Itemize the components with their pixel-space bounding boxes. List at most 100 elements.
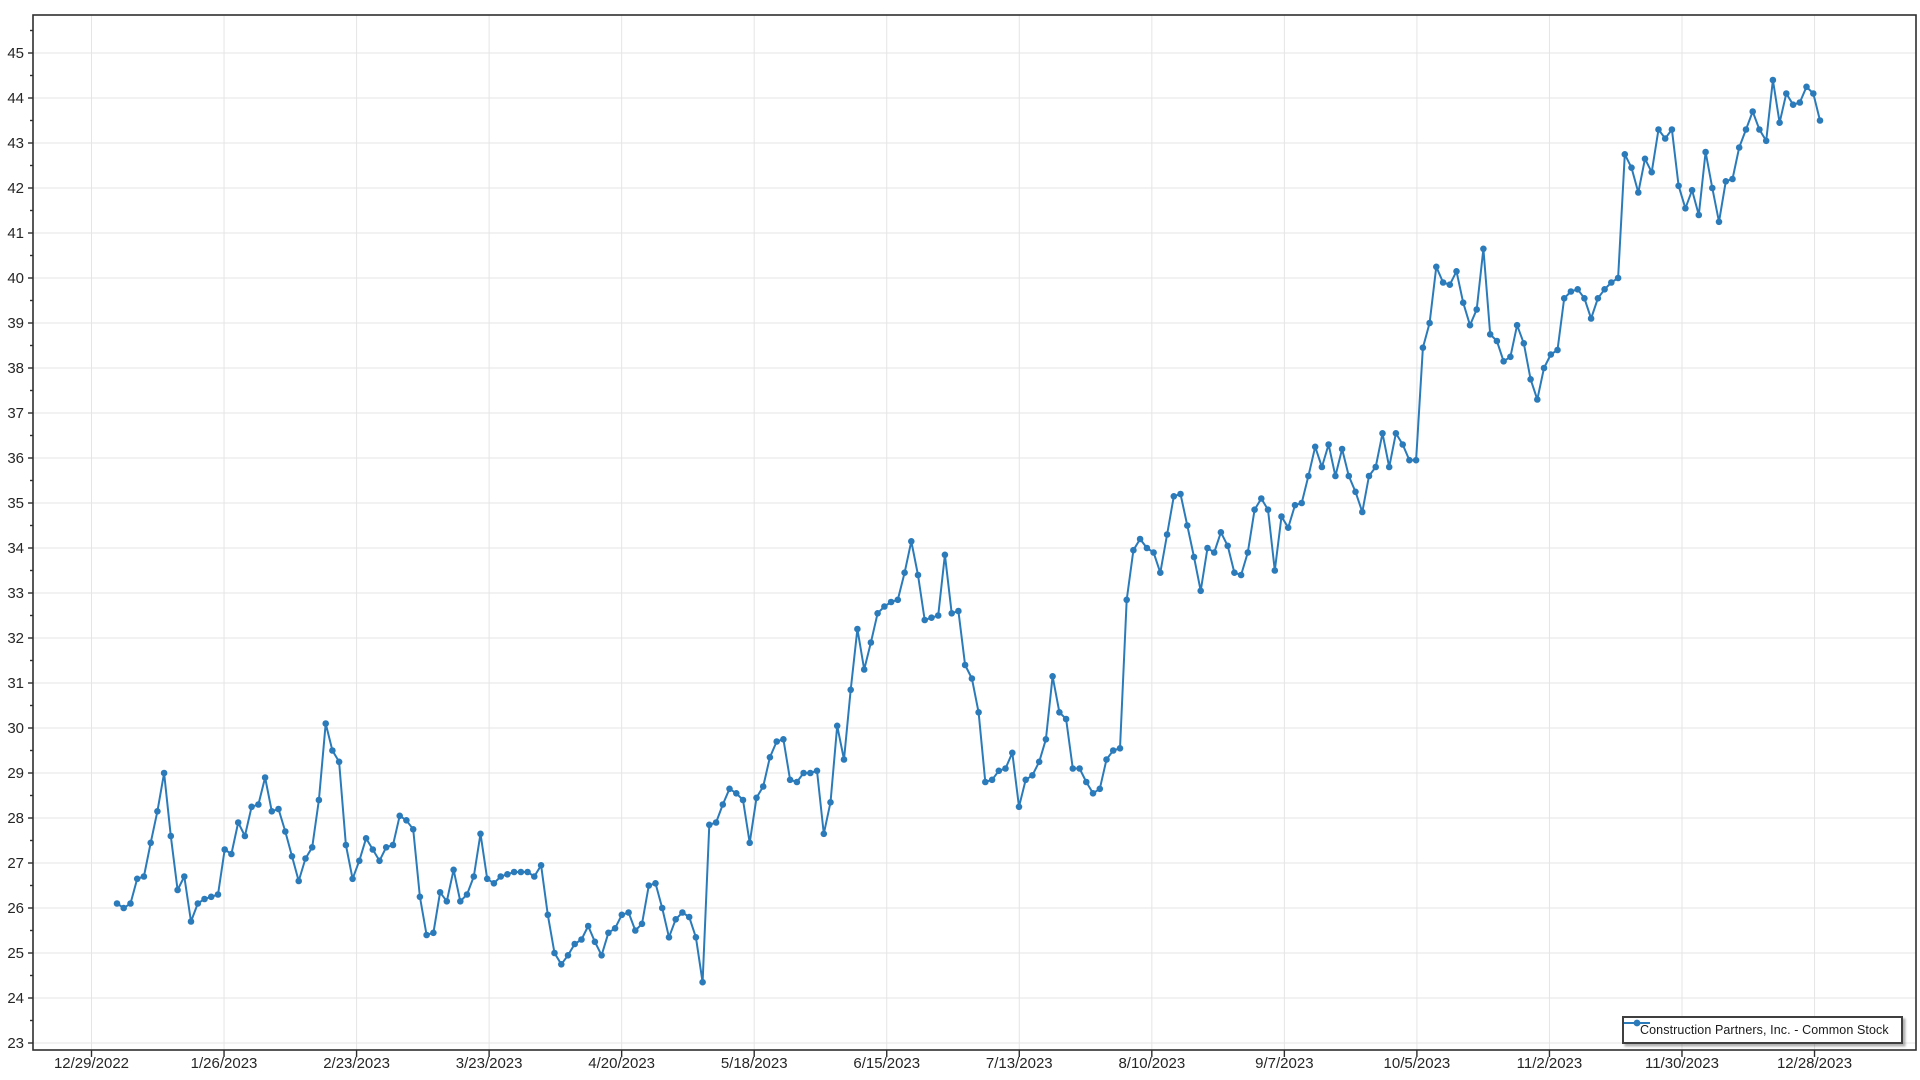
data-point (840, 756, 848, 763)
data-point (692, 934, 700, 941)
data-point (1668, 126, 1676, 133)
data-point (894, 596, 902, 604)
data-point (961, 661, 969, 669)
data-point (187, 918, 195, 925)
data-point (1783, 90, 1790, 97)
data-point (1264, 506, 1272, 513)
data-point (551, 949, 558, 957)
y-axis-ticks (28, 29, 33, 1044)
y-tick-label: 39 (7, 315, 24, 332)
data-point (113, 900, 121, 907)
x-tick-label: 5/18/2023 (721, 1055, 788, 1072)
data-point (605, 929, 612, 937)
data-point (813, 767, 821, 775)
data-point (1789, 101, 1797, 108)
data-point (382, 844, 390, 851)
data-point (302, 855, 309, 862)
data-point (1305, 472, 1312, 480)
data-point (611, 925, 619, 932)
data-point (685, 913, 693, 921)
data-point (1655, 126, 1662, 133)
data-point (349, 875, 356, 883)
data-point (268, 808, 276, 815)
data-point (1332, 472, 1339, 480)
data-point (1184, 522, 1191, 529)
data-point (1688, 186, 1696, 194)
data-point (1762, 137, 1770, 145)
data-point (854, 625, 861, 633)
data-point (1157, 569, 1164, 576)
data-point (517, 868, 525, 876)
data-point (1318, 463, 1326, 471)
y-tick-label: 41 (7, 225, 24, 242)
x-tick-label: 1/26/2023 (191, 1055, 258, 1072)
data-point (248, 803, 255, 811)
data-point (396, 812, 404, 820)
data-point (315, 796, 323, 804)
data-point (921, 616, 928, 624)
data-point (746, 839, 753, 847)
data-point (389, 841, 397, 849)
data-point (827, 799, 834, 806)
data-point (160, 769, 168, 777)
data-point (1702, 148, 1709, 156)
data-point (147, 839, 154, 847)
gridlines (33, 15, 1916, 1050)
data-point (1473, 306, 1480, 313)
data-point (1291, 501, 1299, 509)
data-point (1776, 119, 1783, 126)
data-point (800, 769, 807, 777)
data-point (1116, 745, 1124, 752)
data-point (1695, 211, 1703, 219)
data-point (1419, 344, 1427, 352)
data-point (362, 835, 370, 842)
data-point (1231, 569, 1238, 576)
data-point (1661, 135, 1669, 142)
y-tick-label: 26 (7, 900, 24, 917)
data-point (1453, 268, 1460, 275)
data-point (1385, 463, 1393, 471)
data-point (995, 767, 1003, 775)
data-point (807, 769, 814, 777)
data-point (1486, 331, 1494, 338)
data-point (369, 846, 377, 853)
data-point (1136, 535, 1144, 543)
y-tick-label: 37 (7, 405, 24, 422)
data-point (1062, 715, 1070, 723)
data-point (477, 830, 484, 838)
data-point (1251, 506, 1258, 513)
data-point (941, 551, 949, 559)
data-point (1365, 472, 1373, 480)
data-point (1345, 472, 1353, 480)
data-point (524, 868, 531, 876)
data-point (1056, 709, 1063, 716)
data-point (1035, 758, 1043, 766)
data-point (1015, 803, 1023, 811)
data-point (1628, 164, 1635, 171)
data-point (847, 686, 854, 694)
data-point (1574, 286, 1581, 293)
data-point (322, 720, 330, 727)
data-point (1803, 83, 1810, 91)
data-point (679, 909, 686, 916)
data-point (780, 736, 787, 743)
data-point (1810, 90, 1817, 97)
data-point (867, 639, 875, 646)
data-point (295, 877, 303, 885)
data-point (308, 844, 316, 851)
data-point (423, 931, 430, 939)
x-tick-label: 2/23/2023 (323, 1055, 390, 1072)
y-tick-label: 29 (7, 765, 24, 782)
data-point (672, 916, 679, 923)
data-point (288, 853, 296, 860)
data-point (1614, 274, 1622, 282)
y-tick-label: 36 (7, 450, 24, 467)
x-axis-ticks (90, 1050, 1816, 1057)
data-point (342, 841, 350, 849)
x-tick-label: 11/2/2023 (1517, 1055, 1583, 1072)
data-point (1709, 184, 1716, 192)
data-point (1163, 531, 1171, 538)
data-point (1527, 376, 1534, 383)
data-point (1177, 490, 1184, 498)
